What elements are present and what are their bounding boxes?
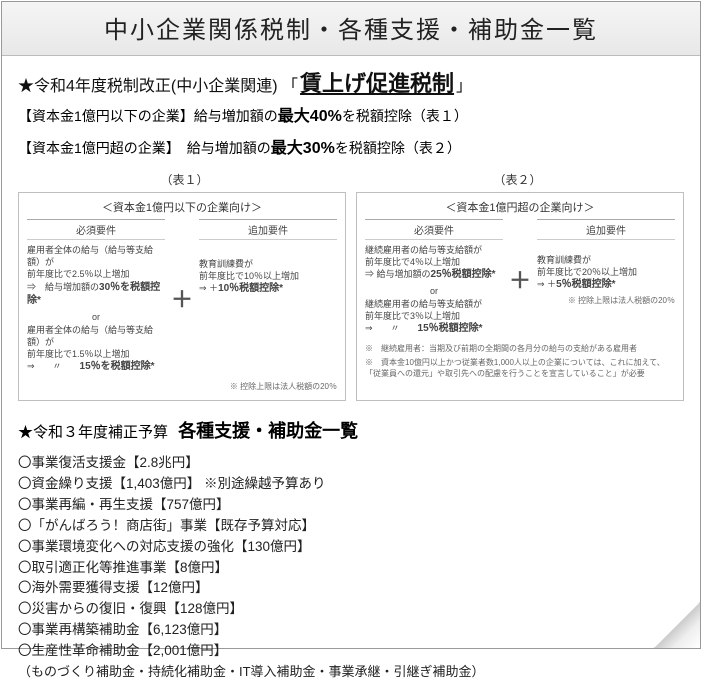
open-bracket: 「 — [282, 78, 298, 95]
table1-footnote: ※ 控除上限は法人税額の20％ — [27, 382, 337, 392]
line-a-prefix: 【資本金1億円以下の企業】給与増加額の — [18, 108, 278, 124]
table1-header: ＜資本金1億円以下の企業向け＞ — [27, 199, 337, 215]
title-bar: 中小企業関係税制・各種支援・補助金一覧 — [2, 2, 700, 56]
table2-col-left-head: 必須要件 — [365, 222, 503, 240]
list-note: （ものづくり補助金・持続化補助金・IT導入補助金・事業承継・引継ぎ補助金） — [18, 662, 684, 682]
table1-col-left: 必須要件 雇用者全体の給与（給与等支給額）が 前年度比で2.5％以上増加 ⇒ 給… — [27, 219, 165, 377]
table1-col-left-head: 必須要件 — [27, 222, 165, 240]
t2rl1: 教育訓練費が — [537, 254, 675, 266]
t2l2l3pre: ⇒ 〃 — [365, 323, 418, 333]
t2l2l3hl: 15％税額控除* — [418, 323, 483, 334]
t1l1l2: 前年度比で2.5％以上増加 — [27, 268, 165, 280]
t2rl2: 前年度比で20％以上増加 — [537, 266, 675, 278]
list-item: 事業再構築補助金【6,123億円】 — [18, 620, 684, 641]
t2l1l3hl: 25％税額控除* — [431, 269, 496, 280]
t2rl3hl: 5％税額控除* — [556, 279, 615, 290]
t1l2l2: 前年度比で1.5％以上増加 — [27, 348, 165, 360]
t2l1l2: 前年度比で4％以上増加 — [365, 256, 503, 268]
section1-line-b: 【資本金1億円超の企業】 給与増加額の最大30%を税額控除（表２） — [18, 136, 684, 162]
line-b-suffix: を税額控除（表２） — [335, 140, 461, 156]
t1l2l3: ⇒ 〃 15％を税額控除* — [27, 360, 165, 374]
t1l1l1: 雇用者全体の給与（給与等支給額）が — [27, 244, 165, 268]
t1rl3hl: 10％税額控除* — [218, 283, 283, 294]
list-item: 生産性革命補助金【2,001億円】 — [18, 641, 684, 662]
section1-prefix: ★令和4年度税制改正(中小企業関連) — [18, 78, 278, 95]
line-b-bold: 最大30% — [271, 140, 335, 157]
page-title: 中小企業関係税制・各種支援・補助金一覧 — [2, 10, 700, 45]
section2-big: 各種支援・補助金一覧 — [178, 421, 358, 441]
t2l2l3: ⇒ 〃 15％税額控除* — [365, 322, 503, 336]
t2rl3: ⇒ ＋5％税額控除* — [537, 278, 675, 292]
table1-label: （表１） — [160, 171, 208, 188]
table1-right-cell: 教育訓練費が 前年度比で10％以上増加 ⇒ ＋10％税額控除* — [199, 258, 337, 296]
table2-footnote1: ※ 継続雇用者：当期及び前期の全期間の各月分の給与の支給がある雇用者 — [365, 344, 675, 354]
close-bracket: 」 — [456, 78, 472, 95]
document-page: 中小企業関係税制・各種支援・補助金一覧 ★令和4年度税制改正(中小企業関連) 「… — [1, 1, 701, 649]
section1-emphasis: 賃上げ促進税制 — [298, 71, 456, 96]
t1l2l1: 雇用者全体の給与（給与等支給額）が — [27, 324, 165, 348]
list-item: 災害からの復旧・復興【128億円】 — [18, 599, 684, 620]
table2-box: ＜資本金1億円超の企業向け＞ 必須要件 継続雇用者の給与等支給額が 前年度比で4… — [356, 192, 684, 401]
table2-left-cell1: 継続雇用者の給与等支給額が 前年度比で4％以上増加 ⇒ 給与増加額の25％税額控… — [365, 244, 503, 282]
list-item: 事業復活支援金【2.8兆円】 — [18, 453, 684, 474]
tables-row: ＜資本金1億円以下の企業向け＞ 必須要件 雇用者全体の給与（給与等支給額）が 前… — [18, 192, 684, 401]
section2: ★令和３年度補正予算 各種支援・補助金一覧 事業復活支援金【2.8兆円】 資金繰… — [18, 417, 684, 682]
t1l1l3pre: ⇒ 給与増加額の — [27, 282, 99, 292]
list-item: 取引適正化等推進事業【8億円】 — [18, 558, 684, 579]
table1-col-right: 追加要件 教育訓練費が 前年度比で10％以上増加 ⇒ ＋10％税額控除* — [199, 219, 337, 377]
table2-header: ＜資本金1億円超の企業向け＞ — [365, 199, 675, 215]
list-item: 事業再編・再生支援【757億円】 — [18, 495, 684, 516]
list-item: 資金繰り支援【1,403億円】 ※別途繰越予算あり — [18, 474, 684, 495]
t1rl2: 前年度比で10％以上増加 — [199, 270, 337, 282]
t2l2l2: 前年度比で3％以上増加 — [365, 310, 503, 322]
t1l2l3hl: 15％を税額控除* — [80, 361, 155, 372]
table1-or: or — [27, 312, 165, 322]
line-a-bold: 最大40% — [278, 108, 342, 125]
t1rl1: 教育訓練費が — [199, 258, 337, 270]
content-area: ★令和4年度税制改正(中小企業関連) 「賃上げ促進税制」 【資本金1億円以下の企… — [2, 56, 700, 682]
table1-left-cell2: 雇用者全体の給与（給与等支給額）が 前年度比で1.5％以上増加 ⇒ 〃 15％を… — [27, 324, 165, 374]
list-item: 「がんばろう！商店街」事業【既存予算対応】 — [18, 516, 684, 537]
table1-columns: 必須要件 雇用者全体の給与（給与等支給額）が 前年度比で2.5％以上増加 ⇒ 給… — [27, 219, 337, 377]
table1-left-cell1: 雇用者全体の給与（給与等支給額）が 前年度比で2.5％以上増加 ⇒ 給与増加額の… — [27, 244, 165, 307]
t2rl3pre: ⇒ ＋ — [537, 279, 556, 289]
t2l1l3pre: ⇒ 給与増加額の — [365, 269, 431, 279]
plus-icon: ＋ — [169, 282, 195, 314]
table2-col-right: 追加要件 教育訓練費が 前年度比で20％以上増加 ⇒ ＋5％税額控除* ※ 控除… — [537, 219, 675, 340]
t1rl3pre: ⇒ ＋ — [199, 283, 218, 293]
table1-col-right-head: 追加要件 — [199, 222, 337, 240]
list-item: 海外需要獲得支援【12億円】 — [18, 578, 684, 599]
table2-footnote-r: ※ 控除上限は法人税額の20％ — [537, 296, 675, 306]
t2l1l1: 継続雇用者の給与等支給額が — [365, 244, 503, 256]
table2-label: （表２） — [493, 171, 541, 188]
plus-icon: ＋ — [507, 263, 533, 295]
table-labels-row: （表１） （表２） — [18, 171, 684, 188]
table2-columns: 必須要件 継続雇用者の給与等支給額が 前年度比で4％以上増加 ⇒ 給与増加額の2… — [365, 219, 675, 340]
t2l1l3: ⇒ 給与増加額の25％税額控除* — [365, 268, 503, 282]
list-item: 事業環境変化への対応支援の強化【130億円】 — [18, 537, 684, 558]
table1-box: ＜資本金1億円以下の企業向け＞ 必須要件 雇用者全体の給与（給与等支給額）が 前… — [18, 192, 346, 401]
t1rl3: ⇒ ＋10％税額控除* — [199, 282, 337, 296]
t1l2l3pre: ⇒ 〃 — [27, 361, 80, 371]
line-a-suffix: を税額控除（表１） — [342, 108, 468, 124]
table2-col-right-head: 追加要件 — [537, 222, 675, 240]
t2l2l1: 継続雇用者の給与等支給額が — [365, 298, 503, 310]
section1-line-a: 【資本金1億円以下の企業】給与増加額の最大40%を税額控除（表１） — [18, 104, 684, 130]
line-b-prefix: 【資本金1億円超の企業】 給与増加額の — [18, 140, 271, 156]
table2-col-left: 必須要件 継続雇用者の給与等支給額が 前年度比で4％以上増加 ⇒ 給与増加額の2… — [365, 219, 503, 340]
section2-list: 事業復活支援金【2.8兆円】 資金繰り支援【1,403億円】 ※別途繰越予算あり… — [18, 453, 684, 682]
table2-footnote2: ※ 資本金10億円以上かつ従業者数1,000人以上の企業については、これに加えて… — [365, 358, 675, 379]
table2-right-cell: 教育訓練費が 前年度比で20％以上増加 ⇒ ＋5％税額控除* — [537, 254, 675, 292]
section2-heading: ★令和３年度補正予算 各種支援・補助金一覧 — [18, 417, 684, 443]
t1l1l3: ⇒ 給与増加額の30％を税額控除* — [27, 281, 165, 308]
section1-heading: ★令和4年度税制改正(中小企業関連) 「賃上げ促進税制」 — [18, 66, 684, 98]
table2-left-cell2: 継続雇用者の給与等支給額が 前年度比で3％以上増加 ⇒ 〃 15％税額控除* — [365, 298, 503, 336]
section2-prefix: ★令和３年度補正予算 — [18, 424, 168, 441]
table2-or: or — [365, 286, 503, 296]
